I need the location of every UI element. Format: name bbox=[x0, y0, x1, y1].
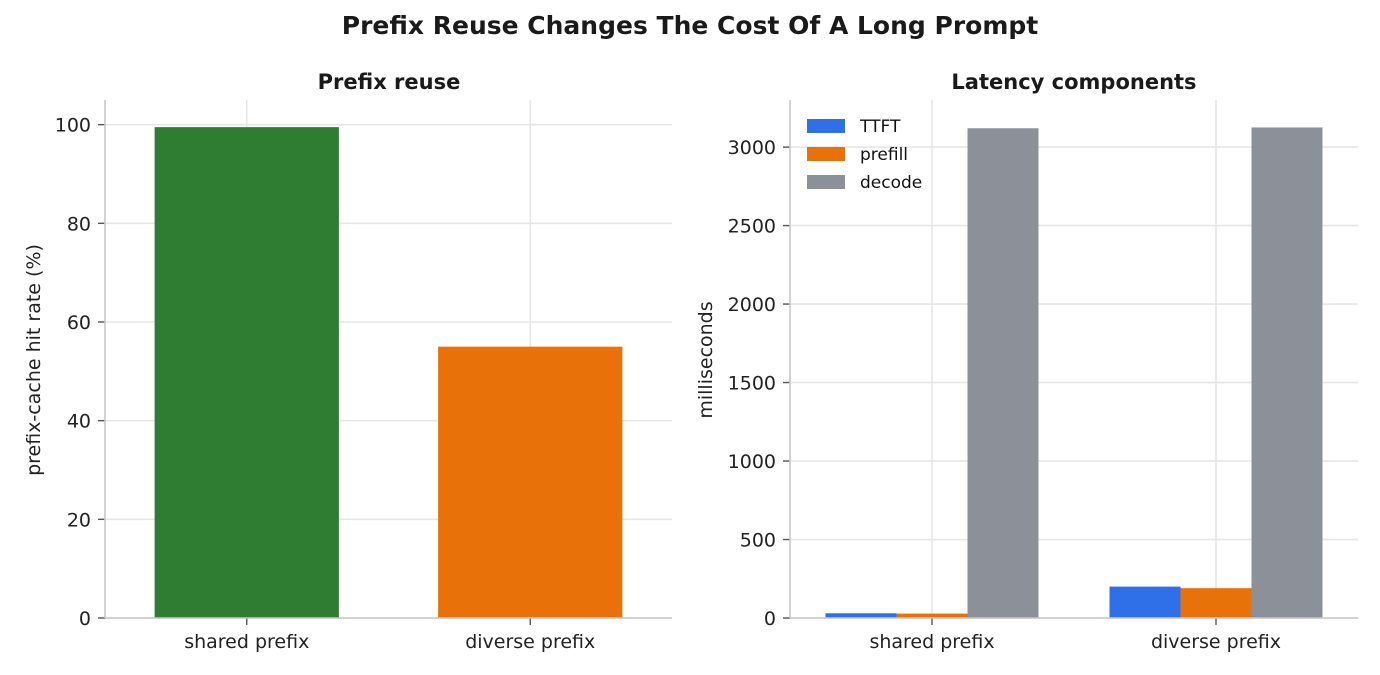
y-tick-label: 2000 bbox=[728, 294, 776, 316]
bar-ttft-diverse-prefix bbox=[1109, 586, 1181, 618]
legend-swatch-ttft bbox=[807, 119, 845, 133]
y-tick-label: 1000 bbox=[728, 451, 776, 473]
x-axis-ticks-hit-rate: shared prefix diverse prefix bbox=[184, 618, 595, 653]
bar-diverse-prefix bbox=[438, 346, 623, 618]
y-tick-label: 3000 bbox=[728, 137, 776, 159]
x-axis-ticks-latency: shared prefix diverse prefix bbox=[869, 618, 1281, 653]
x-tick-label-shared-prefix: shared prefix bbox=[869, 631, 994, 653]
chart-hit-rate: Prefix reuse 0 20 40 60 80 100 shared prefix d… bbox=[23, 70, 672, 653]
y-tick-label: 0 bbox=[764, 608, 776, 630]
y-tick-label: 100 bbox=[55, 115, 91, 137]
y-axis-label-hit-rate: prefix-cache hit rate (%) bbox=[23, 244, 45, 476]
legend-label-prefill: prefill bbox=[860, 145, 908, 165]
legend-latency: TTFT prefill decode bbox=[807, 117, 922, 193]
legend-swatch-prefill bbox=[807, 147, 845, 161]
figure-title: Prefix Reuse Changes The Cost Of A Long … bbox=[342, 11, 1038, 40]
bar-decode-shared-prefix bbox=[967, 128, 1039, 618]
y-tick-label: 2500 bbox=[728, 216, 776, 238]
y-tick-label: 60 bbox=[67, 312, 91, 334]
bar-prefill-diverse-prefix bbox=[1180, 588, 1252, 618]
y-axis-ticks-hit-rate: 0 20 40 60 80 100 bbox=[55, 115, 105, 630]
x-tick-label-shared-prefix: shared prefix bbox=[184, 631, 309, 653]
y-tick-label: 0 bbox=[79, 608, 91, 630]
y-axis-label-latency: milliseconds bbox=[695, 301, 717, 418]
y-tick-label: 1500 bbox=[728, 373, 776, 395]
chart-title-hit-rate: Prefix reuse bbox=[318, 70, 461, 94]
legend-label-ttft: TTFT bbox=[859, 117, 901, 137]
chart-title-latency: Latency components bbox=[951, 70, 1196, 94]
bars-hit-rate bbox=[154, 127, 623, 618]
y-tick-label: 500 bbox=[740, 530, 776, 552]
bar-shared-prefix bbox=[154, 127, 339, 618]
legend-swatch-decode bbox=[807, 175, 845, 189]
y-tick-label: 40 bbox=[67, 411, 91, 433]
y-tick-label: 80 bbox=[67, 213, 91, 235]
bars-latency bbox=[825, 127, 1323, 618]
bar-ttft-shared-prefix bbox=[825, 613, 897, 618]
bar-prefill-shared-prefix bbox=[896, 613, 968, 618]
x-tick-label-diverse-prefix: diverse prefix bbox=[465, 631, 595, 653]
y-axis-ticks-latency: 0 500 1000 1500 2000 2500 3000 bbox=[728, 137, 790, 630]
x-tick-label-diverse-prefix: diverse prefix bbox=[1151, 631, 1281, 653]
legend-label-decode: decode bbox=[860, 173, 922, 193]
chart-latency: Latency components 0 500 1000 1500 2000 2500 3… bbox=[695, 70, 1358, 653]
y-tick-label: 20 bbox=[67, 509, 91, 531]
bar-decode-diverse-prefix bbox=[1251, 127, 1323, 618]
